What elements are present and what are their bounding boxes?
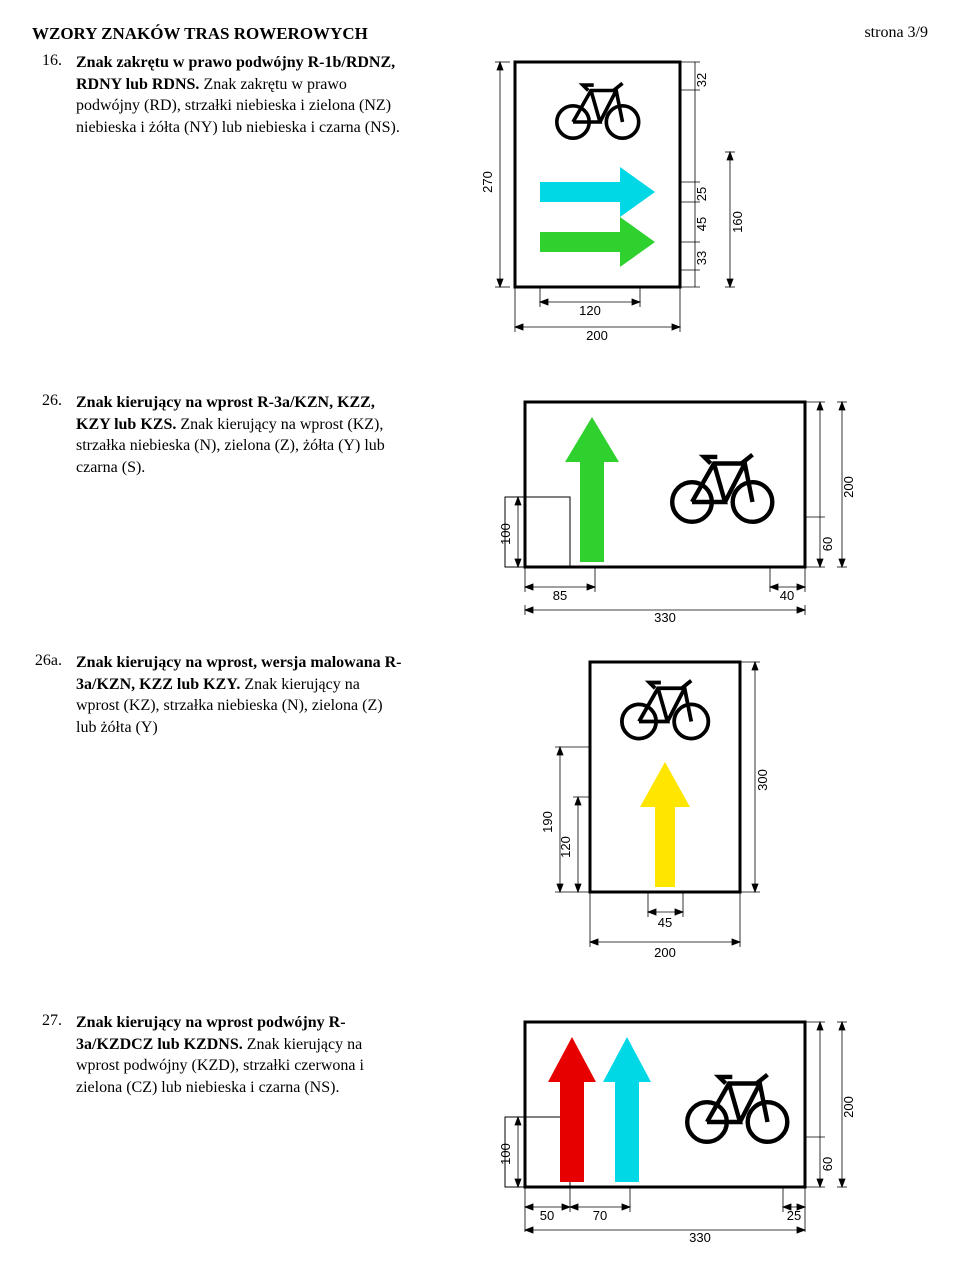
figure-26: 100 200 60 bbox=[420, 392, 928, 622]
dim-120: 120 bbox=[558, 836, 573, 858]
dim-33: 33 bbox=[694, 251, 709, 265]
dim-h: 270 bbox=[480, 171, 495, 193]
entry-num: 26. bbox=[32, 392, 62, 410]
entry-num: 26a. bbox=[32, 652, 62, 670]
dim-32: 32 bbox=[694, 73, 709, 87]
entry-text: Znak kierujący na wprost podwójny R-3a/K… bbox=[76, 1012, 406, 1098]
dim-200: 200 bbox=[586, 328, 608, 342]
entry-27: 27. Znak kierujący na wprost podwójny R-… bbox=[32, 1012, 928, 1242]
dim-300: 300 bbox=[755, 769, 770, 791]
dim-60: 60 bbox=[820, 537, 835, 551]
dim-45: 45 bbox=[658, 915, 672, 930]
dim-25: 25 bbox=[787, 1208, 801, 1223]
dim-330: 330 bbox=[689, 1230, 711, 1242]
dim-60: 60 bbox=[820, 1157, 835, 1171]
dim-330: 330 bbox=[654, 610, 676, 622]
dim-160: 160 bbox=[730, 211, 745, 233]
entry-26a: 26a. Znak kierujący na wprost, wersja ma… bbox=[32, 652, 928, 972]
entry-16: 16. Znak zakrętu w prawo podwójny R-1b/R… bbox=[32, 52, 928, 342]
dim-190: 190 bbox=[540, 811, 555, 833]
dim-85: 85 bbox=[553, 588, 567, 603]
dim-100: 100 bbox=[498, 523, 513, 545]
dim-120: 120 bbox=[579, 303, 601, 318]
entry-text: Znak kierujący na wprost, wersja malowan… bbox=[76, 652, 406, 738]
figure-26a: 190 120 300 45 bbox=[420, 652, 928, 972]
entry-text: Znak kierujący na wprost R-3a/KZN, KZZ, … bbox=[76, 392, 406, 478]
page-number: strona 3/9 bbox=[864, 24, 928, 42]
page-title: WZORY ZNAKÓW TRAS ROWEROWYCH bbox=[32, 24, 368, 44]
dim-70: 70 bbox=[593, 1208, 607, 1223]
dim-25: 25 bbox=[694, 187, 709, 201]
figure-27: 100 200 60 bbox=[420, 1012, 928, 1242]
dim-100: 100 bbox=[498, 1143, 513, 1165]
entry-text: Znak zakrętu w prawo podwójny R-1b/RDNZ,… bbox=[76, 52, 406, 138]
dim-45: 45 bbox=[694, 217, 709, 231]
entry-26: 26. Znak kierujący na wprost R-3a/KZN, K… bbox=[32, 392, 928, 622]
dim-40: 40 bbox=[780, 588, 794, 603]
dim-200: 200 bbox=[841, 1096, 856, 1118]
dim-50: 50 bbox=[540, 1208, 554, 1223]
figure-16: 270 bbox=[420, 52, 928, 342]
entry-num: 16. bbox=[32, 52, 62, 70]
dim-200: 200 bbox=[841, 476, 856, 498]
entry-num: 27. bbox=[32, 1012, 62, 1030]
sign-border bbox=[515, 62, 680, 287]
dim-200: 200 bbox=[654, 945, 676, 960]
